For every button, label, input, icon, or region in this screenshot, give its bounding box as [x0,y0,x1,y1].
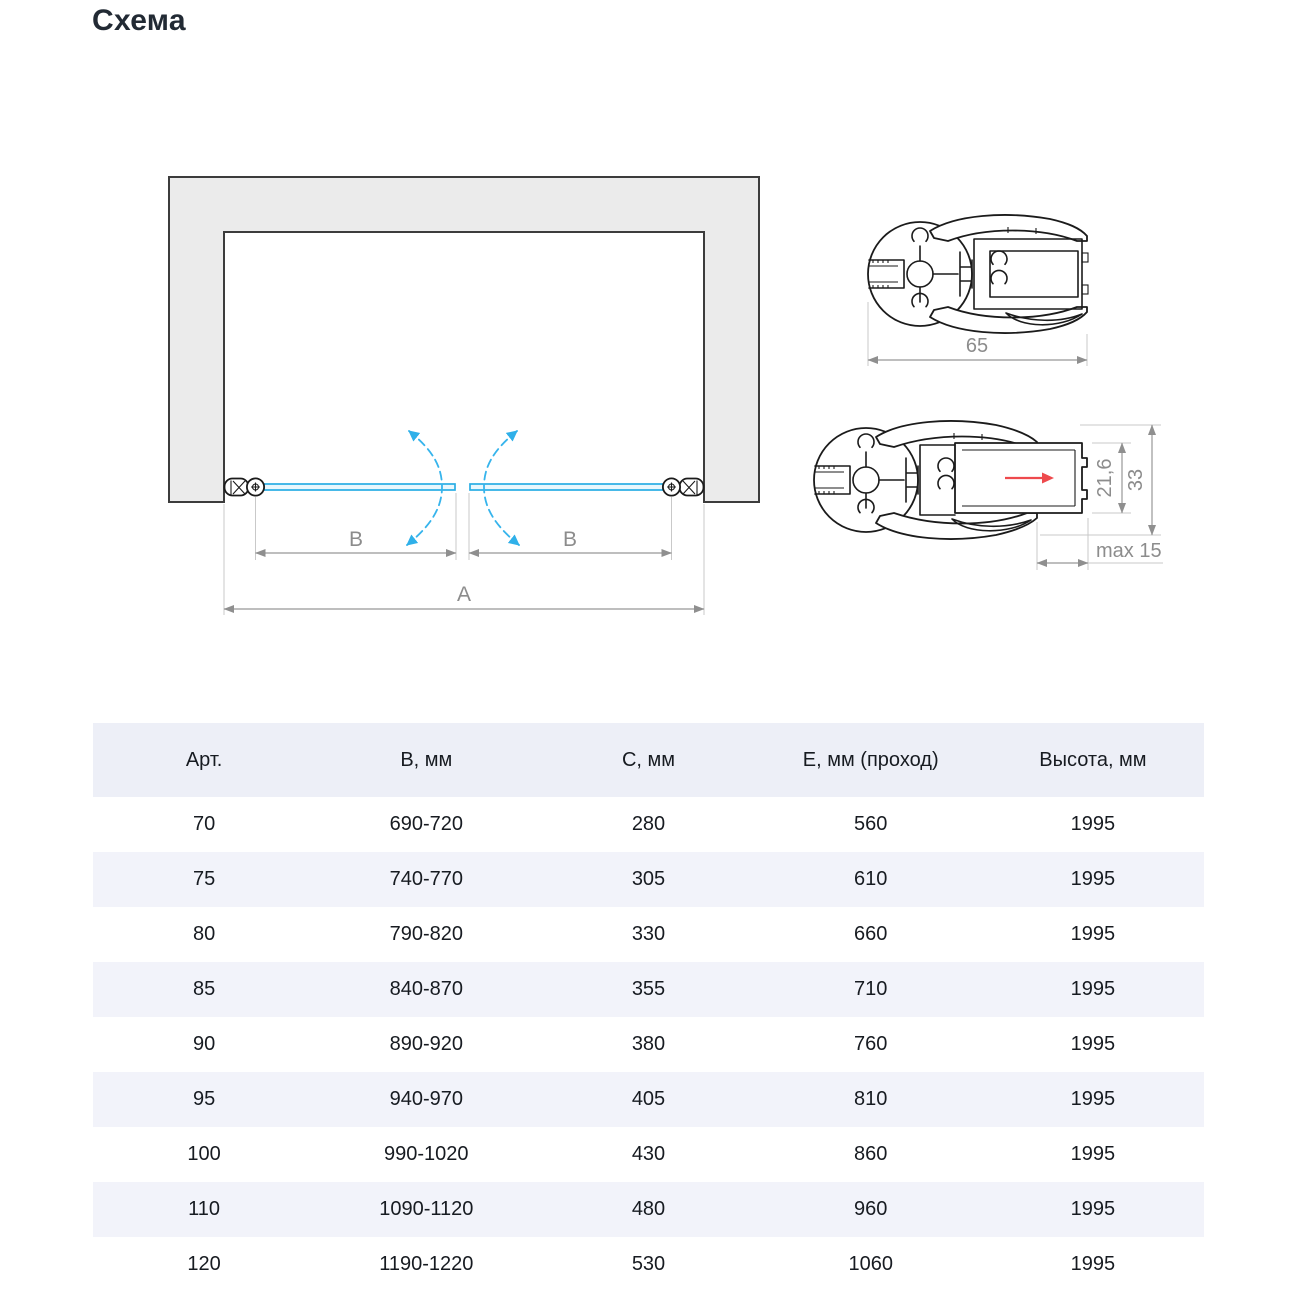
table-cell: 1995 [1070,1033,1116,1055]
glass-door-right [469,483,664,491]
table-cell: 355 [631,978,666,1000]
table-row: 120 1190-1220 530 1060 1995 [93,1237,1204,1290]
profile-section-top: 65 [867,214,1089,366]
column-header: Высота, мм [1039,748,1147,771]
table-cell: 100 [187,1143,221,1165]
table-cell: 1995 [1070,813,1116,835]
column-header: Е, мм (проход) [802,748,939,771]
table-cell: 710 [854,978,888,1000]
dimension-a: A [223,583,705,613]
table-cell: 810 [854,1088,888,1110]
table-cell: 790-820 [389,923,463,945]
table-cell: 840-870 [389,978,463,1000]
dimension-b-right: B [468,528,672,557]
dim-label-b-right: B [563,528,577,551]
table-row: 90 890-920 380 760 1995 [93,1017,1204,1072]
table-row: 100 990-1020 430 860 1995 [93,1127,1204,1182]
table-cell: 1995 [1070,1088,1116,1110]
table-row: 110 1090-1120 480 960 1995 [93,1182,1204,1237]
table-cell: 990-1020 [384,1143,469,1165]
table-cell: 1190-1220 [379,1253,474,1275]
table-cell: 80 [192,923,216,945]
table-cell: 430 [631,1143,666,1165]
size-table: Арт. В, мм С, мм Е, мм (проход) Высота, мм 7… [93,723,1204,1290]
table-cell: 890-920 [389,1033,463,1055]
table-cell: 1060 [848,1253,893,1275]
table-cell: 85 [192,978,216,1000]
table-cell: 330 [631,923,666,945]
dim-label-b-left: B [349,528,363,551]
table-cell: 380 [631,1033,666,1055]
hinge-right [662,477,705,497]
table-cell: 405 [631,1088,666,1110]
table-cell: 940-970 [389,1088,463,1110]
table-cell: 90 [192,1033,216,1055]
size-table-body: 70 690-720 280 560 1995 75 740-770 305 610 1995 80… [93,797,1204,1290]
dim-label-33: 33 [1125,469,1147,491]
table-cell: 660 [854,923,888,945]
profile-section-bottom: 21,6 33 max 15 [813,420,1163,570]
table-cell: 110 [188,1198,221,1220]
table-cell: 1995 [1070,1198,1116,1220]
table-row: 95 940-970 405 810 1995 [93,1072,1204,1127]
table-cell: 1995 [1070,868,1116,890]
table-cell: 75 [192,868,216,890]
page-title: Схема [92,4,186,37]
dim-label-a: A [457,583,471,606]
table-cell: 760 [854,1033,888,1055]
dimension-b-left: B [255,528,457,557]
table-cell: 120 [187,1253,221,1275]
dim-label-65: 65 [966,335,988,357]
table-cell: 860 [854,1143,888,1165]
table-cell: 1995 [1070,1143,1116,1165]
hinge-left [223,477,265,497]
size-table-header: Арт. В, мм С, мм Е, мм (проход) Высота, мм [93,723,1204,797]
table-cell: 1090-1120 [379,1198,474,1220]
table-cell: 480 [631,1198,666,1220]
column-header: С, мм [621,748,676,771]
table-cell: 530 [631,1253,666,1275]
dim-label-21-6: 21,6 [1094,459,1116,498]
table-row: 85 840-870 355 710 1995 [93,962,1204,1017]
technical-drawing: B B A [168,176,1163,615]
table-cell: 960 [854,1198,888,1220]
table-cell: 1995 [1070,1253,1116,1275]
column-header: В, мм [400,748,453,771]
table-row: 75 740-770 305 610 1995 [93,852,1204,907]
table-cell: 70 [192,813,216,835]
table-cell: 690-720 [389,813,463,835]
table-cell: 740-770 [389,868,463,890]
table-cell: 560 [854,813,888,835]
table-cell: 1995 [1070,978,1116,1000]
plan-view: B B A [168,176,760,615]
column-header: Арт. [185,748,223,771]
glass-door-left [263,483,456,491]
dim-label-max15: max 15 [1096,540,1162,562]
table-cell: 1995 [1070,923,1116,945]
table-row: 80 790-820 330 660 1995 [93,907,1204,962]
table-cell: 305 [631,868,666,890]
swing-arc-left [406,430,443,546]
door-swing-arcs [406,430,520,546]
table-cell: 280 [631,813,666,835]
table-cell: 610 [854,868,888,890]
wall-niche [168,176,760,503]
table-cell: 95 [192,1088,216,1110]
swing-arc-right [483,430,520,546]
table-row: 70 690-720 280 560 1995 [93,797,1204,852]
